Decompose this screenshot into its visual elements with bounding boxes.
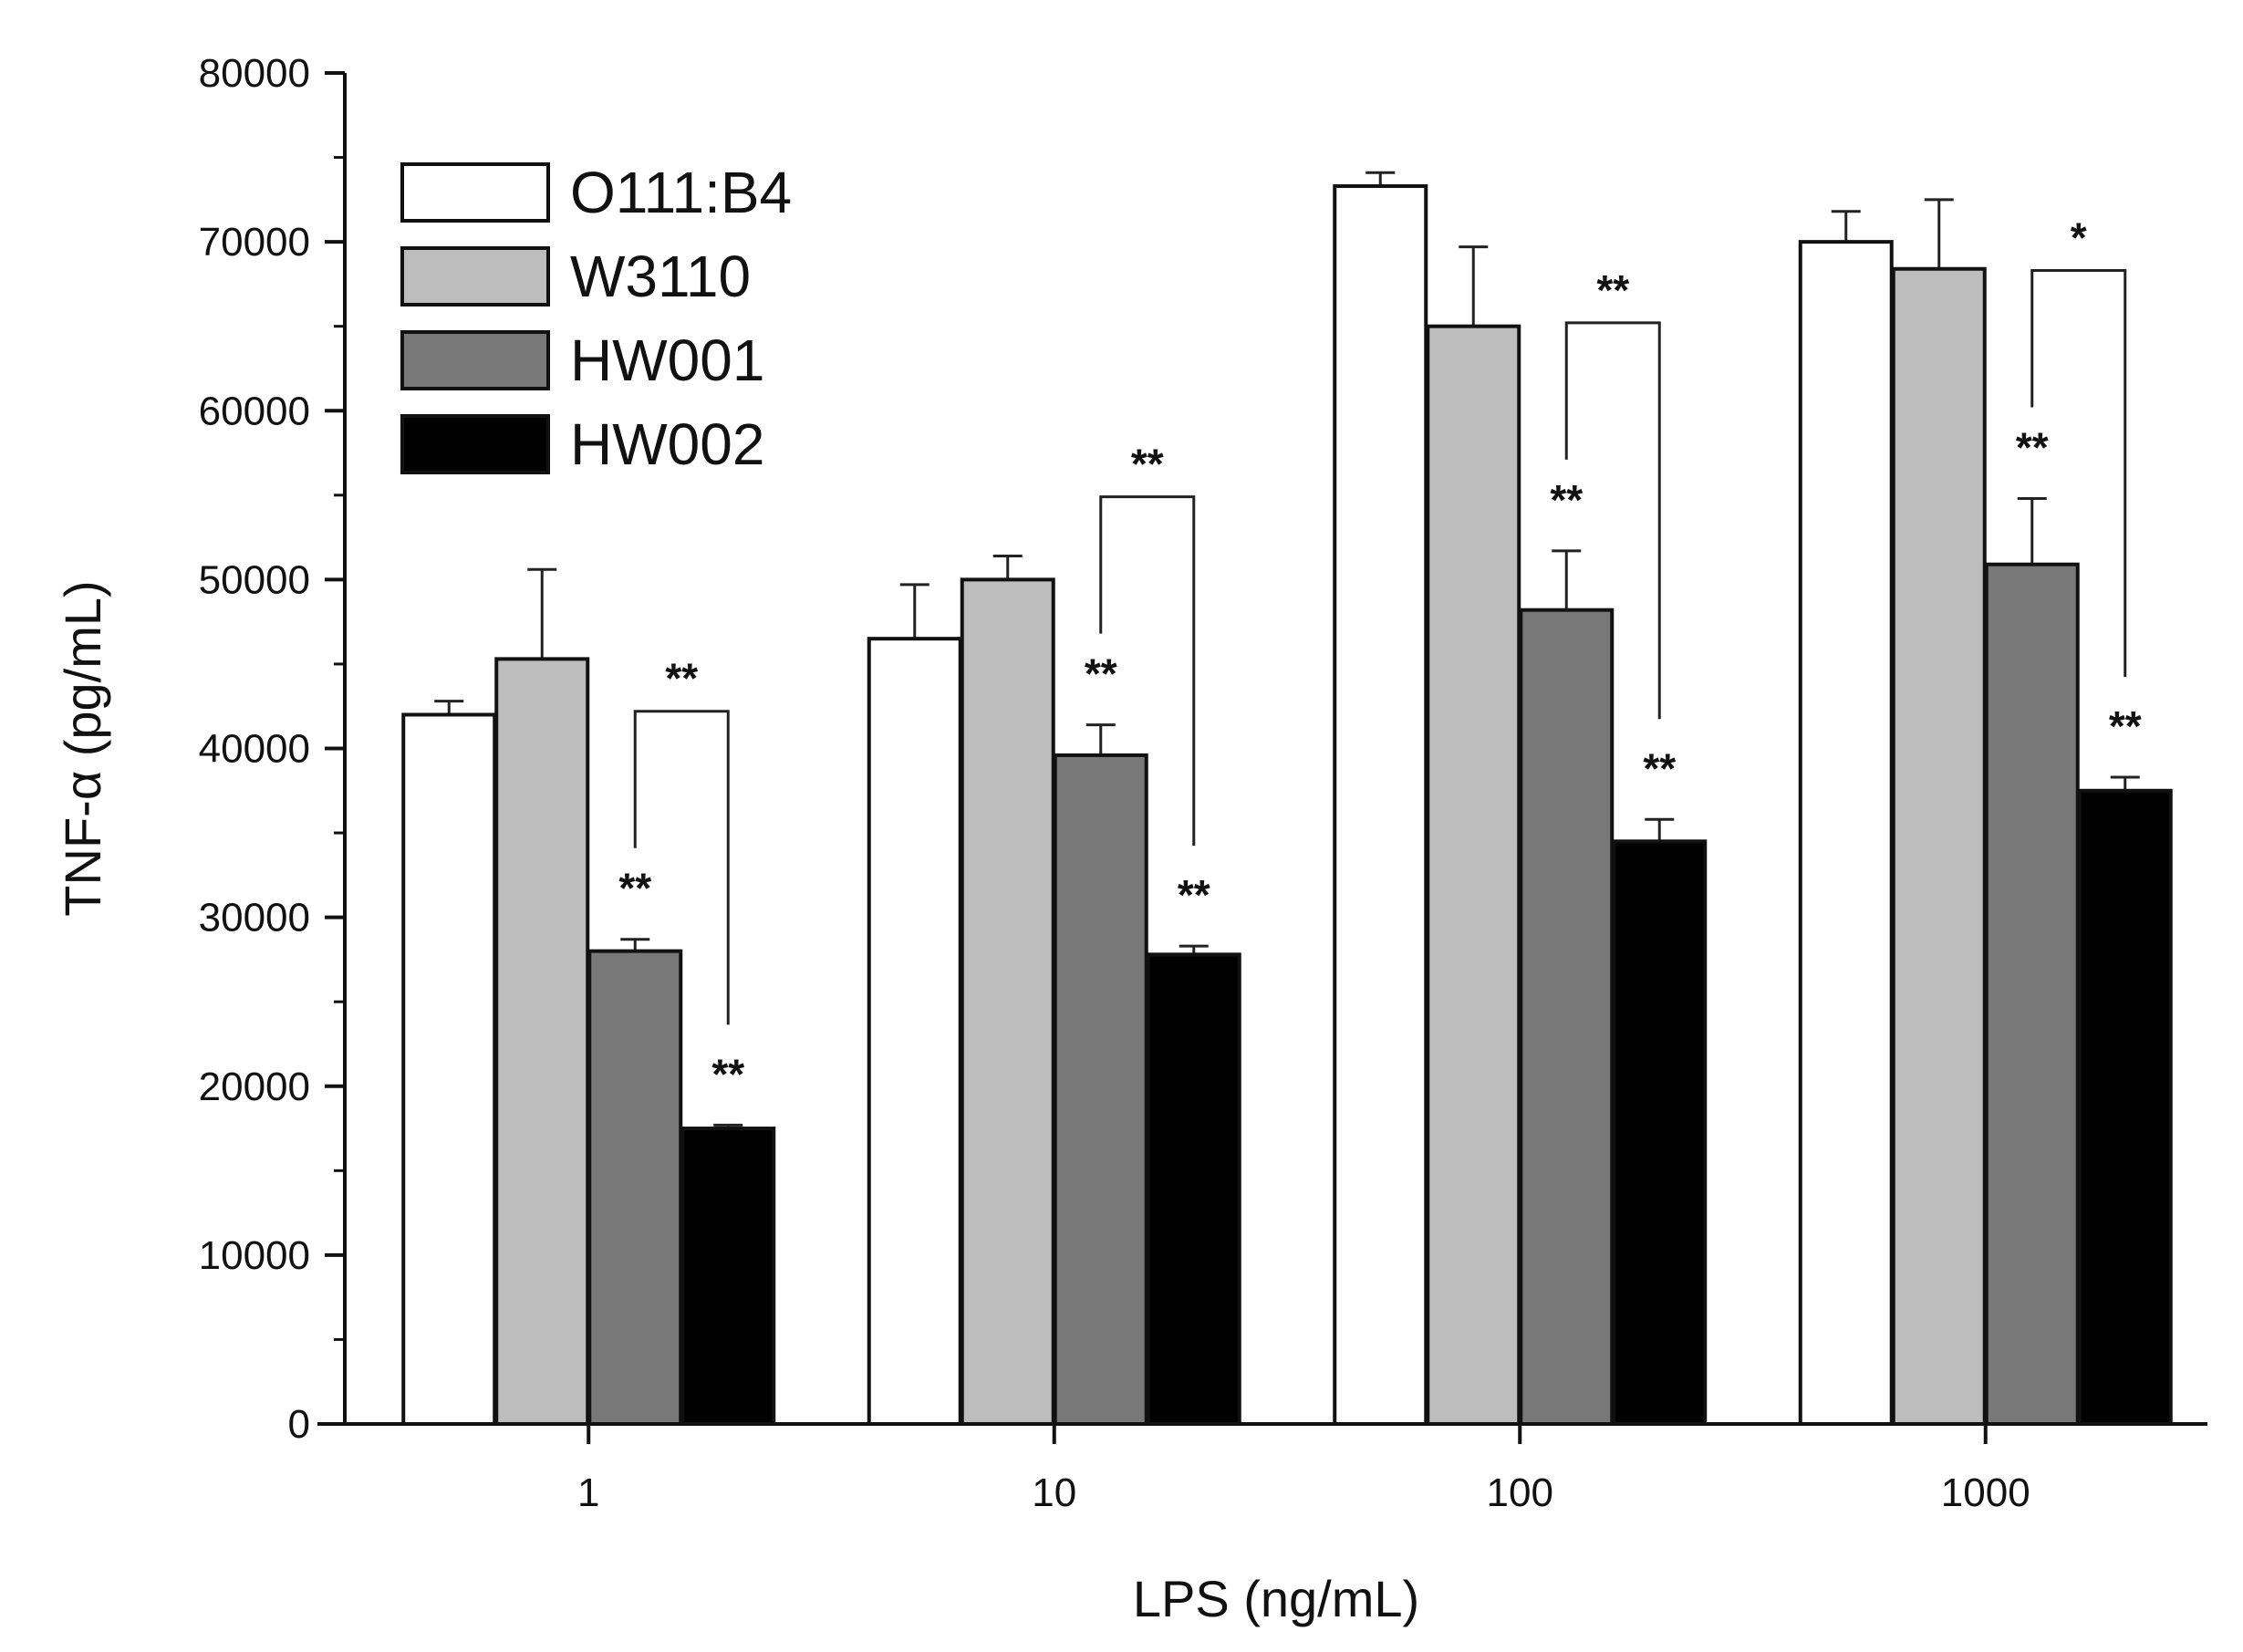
- bar: [1519, 608, 1615, 1426]
- significance-label: **: [1643, 744, 1676, 792]
- bar: [2077, 788, 2173, 1426]
- legend-label: W3110: [570, 244, 751, 309]
- significance-label: **: [1550, 476, 1583, 524]
- significance-bracket: [2030, 269, 2127, 677]
- significance-bracket-label: **: [1131, 441, 1164, 488]
- bar: [1053, 753, 1148, 1426]
- bar: [401, 712, 497, 1426]
- x-tick-label: 100: [1487, 1470, 1553, 1515]
- bar: [1333, 184, 1428, 1427]
- y-tick-label: 60000: [199, 389, 310, 433]
- bar: [587, 949, 683, 1426]
- bar: [867, 637, 962, 1426]
- bar: [1146, 952, 1241, 1427]
- legend-label: HW001: [570, 327, 764, 393]
- y-tick-label: 50000: [199, 557, 310, 602]
- significance-bracket-label: *: [2071, 214, 2087, 262]
- y-axis-title: TNF-α (pg/mL): [54, 580, 111, 916]
- bars: [401, 171, 2173, 1427]
- significance-bracket: [633, 710, 730, 1025]
- x-axis-ticks: 1 10 100 1000: [577, 1424, 2030, 1515]
- x-tick-label: 10: [1032, 1470, 1076, 1515]
- significance-label: **: [618, 865, 651, 912]
- significance-label: **: [1178, 871, 1210, 919]
- y-tick-label: 10000: [199, 1233, 310, 1278]
- y-tick-label: 20000: [199, 1065, 310, 1109]
- bar: [1612, 839, 1708, 1426]
- significance-label: **: [2016, 424, 2049, 472]
- bar: [1798, 240, 1894, 1426]
- significance-bracket: [1564, 321, 1661, 720]
- bar: [680, 1127, 776, 1426]
- y-tick-label: 80000: [199, 51, 310, 96]
- y-tick-label: 70000: [199, 220, 310, 265]
- legend-swatch: [400, 246, 550, 307]
- significance-annotations: ****** *****************: [618, 214, 2141, 1098]
- significance-bracket: [1099, 495, 1196, 847]
- bar: [1426, 324, 1521, 1426]
- y-tick-label: 30000: [199, 896, 310, 940]
- significance-bracket-label: **: [665, 655, 698, 702]
- significance-bracket-label: **: [1596, 266, 1629, 314]
- legend: O111:B4 W3110 HW001 HW002: [400, 160, 792, 477]
- x-axis-title: LPS (ng/mL): [1133, 1570, 1419, 1627]
- legend-swatch: [400, 414, 550, 474]
- significance-label: **: [2109, 702, 2142, 750]
- y-tick-label: 0: [288, 1402, 310, 1447]
- legend-swatch: [400, 162, 550, 223]
- x-tick-label: 1: [577, 1470, 599, 1515]
- legend-label: HW002: [570, 411, 764, 477]
- significance-label: **: [1085, 650, 1117, 698]
- bar: [1891, 266, 1987, 1426]
- significance-label: **: [711, 1050, 744, 1097]
- legend-label: O111:B4: [570, 160, 792, 225]
- bar: [960, 577, 1055, 1426]
- y-tick-label: 40000: [199, 727, 310, 772]
- bar: [494, 657, 590, 1426]
- x-tick-label: 1000: [1941, 1470, 2030, 1515]
- bar: [1984, 562, 2080, 1426]
- y-axis-ticks: 0 10000 20000 30000 40000 50000 60000 70000 8000…: [199, 51, 345, 1447]
- legend-swatch: [400, 330, 550, 390]
